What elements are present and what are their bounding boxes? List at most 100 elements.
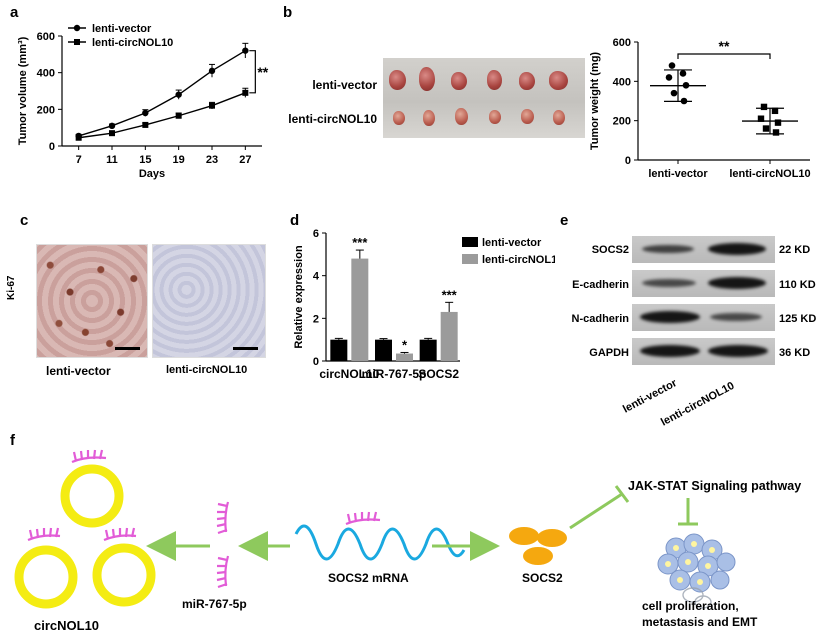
data-point: [208, 67, 216, 75]
data-point: [774, 119, 782, 126]
band: [640, 345, 700, 357]
data-point: [242, 47, 249, 54]
tumor-volume-chart: 0 200 400 600 7 11 15 19 23 27 Days Tumor volume (m…: [17, 23, 269, 180]
mirna-comb-icon: [27, 527, 61, 542]
x-tick-label: 11: [106, 154, 118, 166]
blot-label-gapdh: GAPDH: [589, 347, 629, 359]
socs2-protein-icon: [509, 527, 567, 565]
data-point: [665, 74, 673, 81]
mirna-comb-icon: [103, 527, 137, 542]
bar: [419, 339, 437, 361]
band: [708, 243, 766, 255]
y-tick-label: 0: [49, 141, 55, 153]
x-tick-label: miR-767-5p: [362, 367, 427, 381]
y-tick-label: 400: [37, 68, 55, 80]
legend-label: lenti-vector: [92, 23, 152, 35]
scale-bar: [115, 347, 140, 350]
x-axis-label: Days: [139, 168, 165, 180]
bar: [330, 339, 348, 361]
tumor-vector-6: [549, 71, 568, 90]
data-point: [762, 125, 770, 132]
cell-cluster-icon: [657, 533, 736, 593]
scale-bar: [233, 347, 258, 350]
legend-label: lenti-vector: [482, 237, 542, 249]
tumor-weight-chart: 0 200 400 600 Tumor weight (mg) lenti-vector l…: [589, 37, 811, 180]
data-point: [75, 134, 82, 141]
micrograph-label-circ: lenti-circNOL10: [166, 364, 248, 376]
circrna-ring-left: [14, 545, 78, 609]
blot-label-ncadherin: N-cadherin: [571, 313, 629, 325]
data-point: [670, 89, 678, 97]
x-tick-label: SOCS2: [418, 367, 459, 381]
x-tick-label: circNOL10: [319, 367, 379, 381]
data-point: [771, 107, 779, 115]
data-point: [757, 115, 765, 122]
data-point: [108, 122, 116, 130]
data-point: [679, 70, 687, 77]
y-tick-label: 2: [313, 313, 319, 325]
panel-letter-b: b: [283, 4, 293, 21]
data-point: [109, 130, 115, 137]
blot-lane-label-vector: lenti-vector: [621, 377, 679, 416]
significance-bracket: [249, 50, 256, 94]
panel-letter-f: f: [10, 432, 15, 449]
band: [708, 345, 768, 357]
blot-strip-ncadherin: [632, 304, 775, 331]
legend-label: lenti-circNOL10: [92, 37, 173, 49]
tumor-circ-2: [423, 110, 435, 126]
bar: [375, 339, 392, 361]
blot-size-socs2: 22 KD: [779, 244, 811, 256]
blot-strip-ecadherin: [632, 270, 775, 297]
legend-marker: [73, 24, 81, 32]
tumor-vector-1: [389, 70, 406, 90]
band: [642, 279, 696, 287]
tumor-circ-5: [521, 109, 534, 124]
data-point: [175, 112, 182, 119]
tumor-circ-1: [393, 111, 405, 125]
y-tick-label: 4: [313, 271, 320, 283]
y-tick-label: 0: [625, 155, 631, 167]
mirna-comb-icon: [71, 449, 107, 464]
legend-swatch: [462, 237, 478, 247]
y-tick-label: 200: [613, 116, 631, 128]
legend-marker: [74, 39, 80, 45]
wechat-logo-icon: [682, 587, 712, 609]
data-point: [680, 97, 688, 105]
y-tick-label: 0: [313, 356, 319, 368]
blot-size-ecadherin: 110 KD: [779, 279, 816, 291]
x-tick-label: 15: [139, 154, 151, 166]
x-tick-label: 27: [239, 154, 251, 166]
bar: [351, 258, 369, 361]
western-blot-panel: SOCS2 E-cadherin N-cadherin GAPDH 22 KD …: [555, 215, 827, 429]
ki67-micrograph-vector: [36, 244, 148, 358]
data-point: [772, 129, 780, 136]
y-tick-label: 400: [613, 76, 631, 88]
y-axis-label: Tumor volume (mm³): [17, 36, 29, 145]
tumor-circ-3: [455, 108, 468, 125]
socs2-protein-label: SOCS2: [522, 571, 563, 585]
bar: [440, 311, 458, 361]
data-point: [668, 62, 676, 69]
outcome-label: cell proliferation, metastasis and EMT: [642, 599, 758, 629]
mechanism-diagram: [14, 449, 736, 609]
blot-label-socs2: SOCS2: [591, 244, 629, 256]
photo-row-label-vector: lenti-vector: [312, 78, 377, 92]
mirna-comb-icon: [216, 555, 230, 589]
panel-letter-d: d: [290, 212, 300, 229]
ki67-micrograph-circ: [152, 244, 266, 358]
x-tick-label: 23: [206, 154, 218, 166]
bar: [396, 353, 413, 361]
data-point: [760, 103, 768, 111]
x-tick-label: 19: [173, 154, 185, 166]
data-point: [209, 102, 215, 109]
significance-marker: ***: [352, 235, 368, 250]
inhibition-bar: [614, 485, 630, 503]
mirna-comb-icon: [345, 511, 381, 526]
significance-marker: **: [257, 64, 268, 80]
y-tick-label: 200: [37, 104, 55, 116]
series-line-1: [78, 92, 246, 139]
x-tick-label: lenti-circNOL10: [729, 168, 810, 180]
panel-letter-c: c: [20, 212, 29, 229]
y-axis-label: Tumor weight (mg): [589, 52, 601, 151]
tumor-vector-3: [451, 72, 467, 90]
